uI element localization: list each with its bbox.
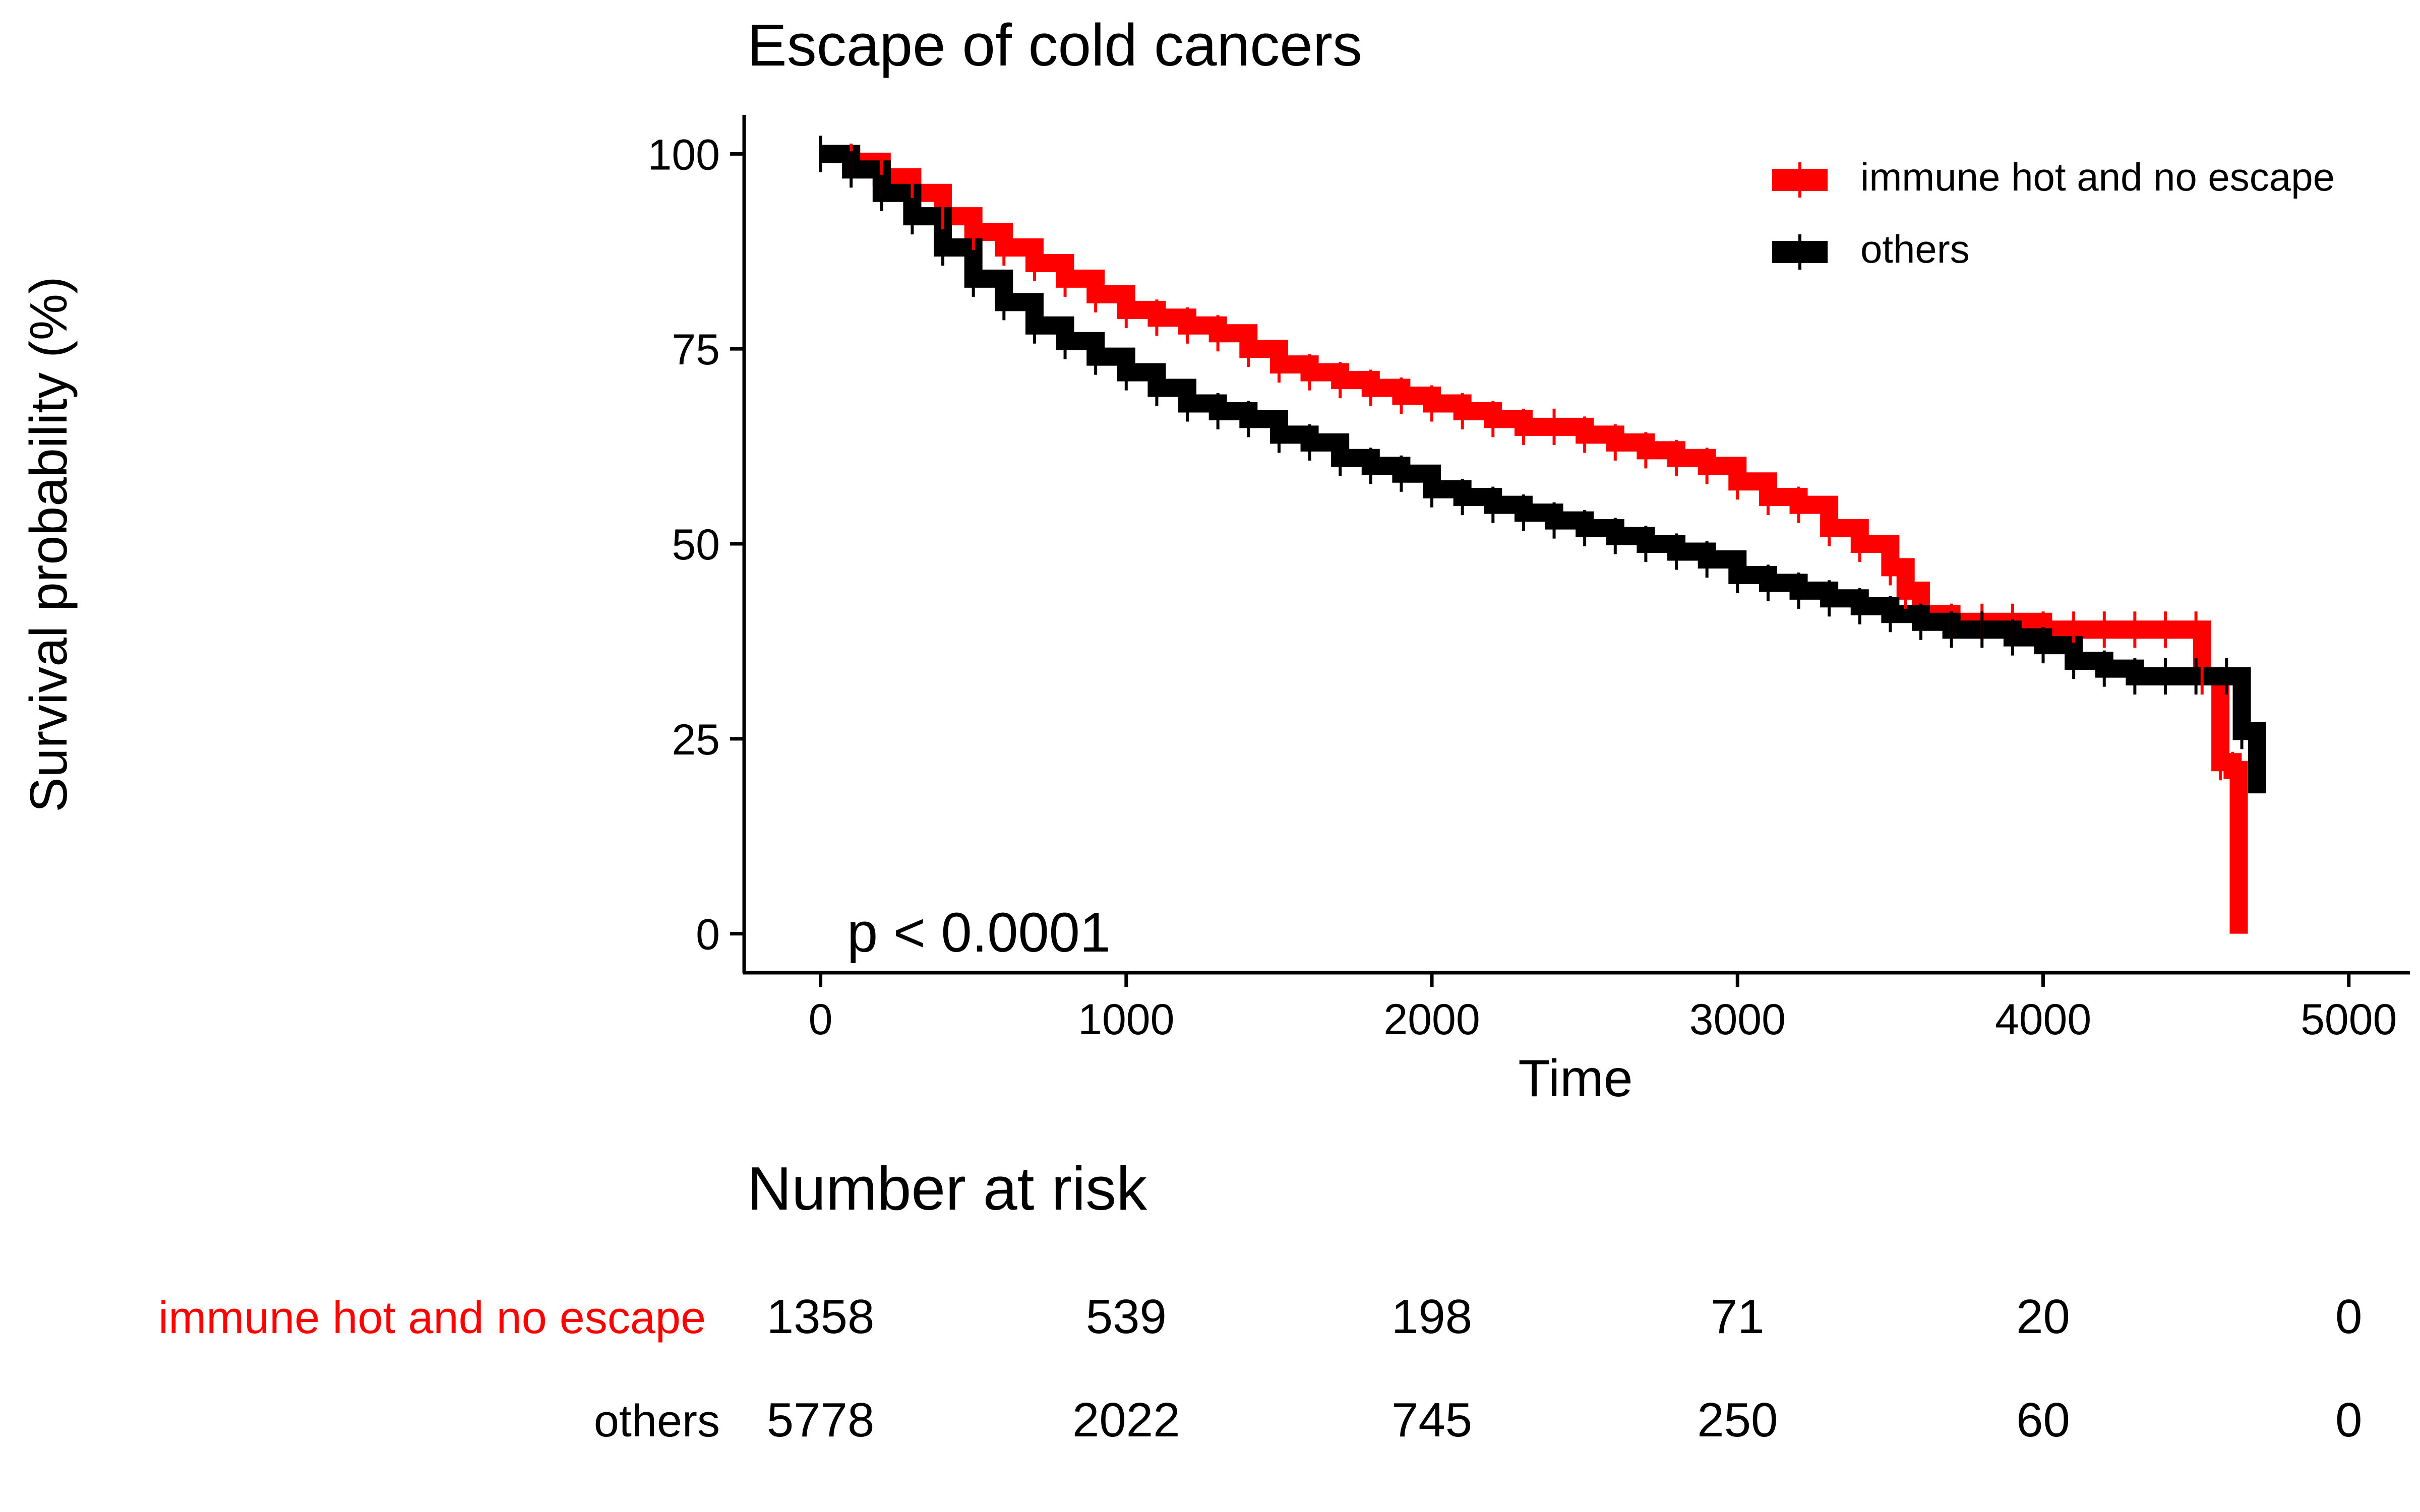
y-tick-label-3: 75 (672, 326, 720, 374)
x-tick-label-2: 2000 (1383, 995, 1480, 1044)
risk-row-label-immune-hot: immune hot and no escape (158, 1293, 706, 1343)
chart-title: Escape of cold cancers (747, 12, 1362, 79)
y-tick-label-1: 25 (672, 716, 720, 764)
risk-value: 198 (1392, 1290, 1472, 1344)
risk-value: 1358 (767, 1290, 875, 1344)
risk-value: 71 (1711, 1290, 1765, 1344)
x-tick-label-1: 1000 (1078, 995, 1174, 1044)
x-tick-label-4: 4000 (1995, 995, 2091, 1044)
risk-value: 250 (1697, 1393, 1778, 1447)
legend: immune hot and no escape others (1772, 155, 2335, 271)
x-tick-label-5: 5000 (2301, 995, 2397, 1044)
risk-value: 0 (2335, 1290, 2362, 1344)
y-tick-label-4: 100 (648, 131, 720, 179)
censor-marks (819, 136, 2244, 788)
x-axis-ticks: 0 1000 2000 3000 4000 5000 (809, 973, 2397, 1044)
risk-value: 5778 (767, 1393, 875, 1447)
x-axis-label: Time (1518, 1049, 1632, 1108)
risk-table-values: 1358 539 198 71 20 0 5778 2022 745 250 60 0 (767, 1290, 2363, 1447)
risk-value: 0 (2335, 1393, 2362, 1447)
risk-value: 60 (2016, 1393, 2070, 1447)
p-value-label: p < 0.0001 (847, 902, 1111, 964)
y-axis-label: Survival probability (%) (20, 276, 78, 812)
y-tick-label-0: 0 (696, 911, 720, 959)
risk-value: 745 (1392, 1393, 1472, 1447)
risk-value: 2022 (1072, 1393, 1180, 1447)
legend-label-others: others (1860, 227, 1970, 271)
x-tick-label-0: 0 (809, 995, 833, 1044)
risk-table-title: Number at risk (747, 1154, 1147, 1223)
y-tick-label-2: 50 (672, 521, 720, 569)
legend-label-immune-hot: immune hot and no escape (1860, 155, 2335, 199)
risk-row-label-others: others (594, 1396, 720, 1446)
risk-value: 20 (2016, 1290, 2070, 1344)
y-axis-ticks: 0 25 50 75 100 (648, 131, 744, 959)
x-tick-label-3: 3000 (1689, 995, 1786, 1044)
risk-value: 539 (1086, 1290, 1167, 1344)
